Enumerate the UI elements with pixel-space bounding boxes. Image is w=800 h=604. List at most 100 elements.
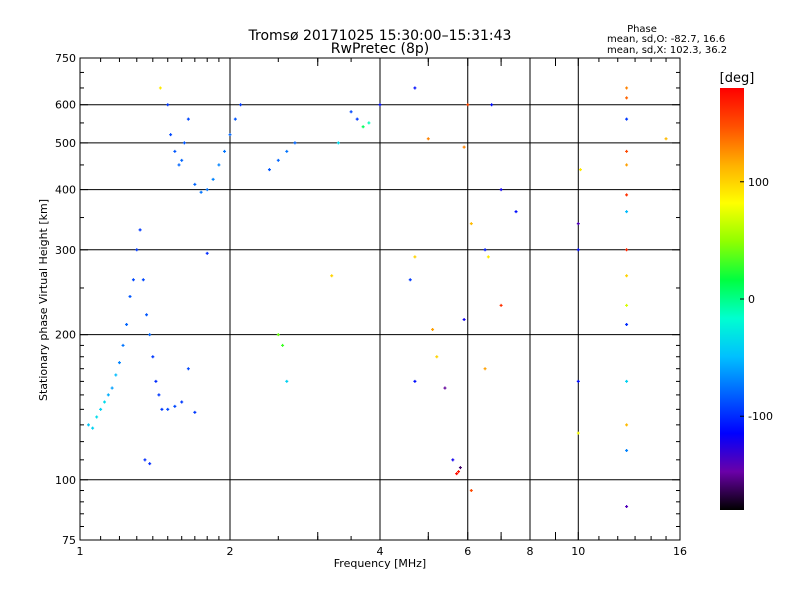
data-point <box>458 466 462 470</box>
x-tick-label: 6 <box>464 545 471 558</box>
data-point <box>182 141 186 145</box>
x-tick-label: 10 <box>571 545 585 558</box>
data-point <box>499 303 503 307</box>
data-point <box>355 117 359 121</box>
data-point <box>490 103 494 107</box>
data-point <box>121 343 125 347</box>
data-point <box>281 343 285 347</box>
data-point <box>128 295 132 299</box>
data-point <box>435 355 439 359</box>
axis-ticks <box>79 57 681 541</box>
data-point <box>625 193 629 197</box>
data-point <box>103 400 107 404</box>
data-point <box>158 86 162 90</box>
data-point <box>455 472 459 476</box>
data-point <box>145 313 149 317</box>
data-point <box>223 149 227 153</box>
data-point <box>157 393 161 397</box>
data-point <box>99 407 103 411</box>
colorbar-tick-label: 100 <box>748 176 769 189</box>
data-point <box>199 190 203 194</box>
data-point <box>211 177 215 181</box>
data-point <box>143 458 147 462</box>
y-tick-label: 100 <box>55 474 76 487</box>
data-point <box>138 228 142 232</box>
y-tick-label: 75 <box>62 534 76 547</box>
data-point <box>276 333 280 337</box>
y-tick-labels: 75 100 200 300 400 500 600 750 <box>55 52 76 547</box>
x-tick-label: 1 <box>77 545 84 558</box>
data-point <box>469 489 473 493</box>
data-point <box>664 137 668 141</box>
x-tick-label: 16 <box>673 545 687 558</box>
colorbar-label: [deg] <box>720 71 755 86</box>
data-point <box>625 163 629 167</box>
data-point <box>576 248 580 252</box>
data-point <box>469 222 473 226</box>
data-point <box>177 163 181 167</box>
data-point <box>166 407 170 411</box>
data-point <box>169 133 173 137</box>
data-point <box>154 379 158 383</box>
data-point <box>625 505 629 509</box>
y-tick-label: 400 <box>55 184 76 197</box>
data-point <box>625 274 629 278</box>
data-point <box>625 379 629 383</box>
y-tick-label: 600 <box>55 99 76 112</box>
y-tick-label: 500 <box>55 137 76 150</box>
data-point <box>95 415 99 419</box>
data-point <box>457 470 461 474</box>
data-point <box>443 386 447 390</box>
data-point <box>180 158 184 162</box>
data-point <box>361 125 365 129</box>
data-point <box>193 410 197 414</box>
data-point <box>483 367 487 371</box>
colorbar-tick-label: 0 <box>748 293 755 306</box>
data-point <box>276 158 280 162</box>
data-point <box>413 86 417 90</box>
data-point <box>625 210 629 214</box>
data-point <box>285 149 289 153</box>
data-point <box>462 145 466 149</box>
stats-line-x: mean, sd,X: 102.3, 36.2 <box>607 45 727 56</box>
data-point <box>173 149 177 153</box>
data-point <box>625 423 629 427</box>
data-point <box>151 355 155 359</box>
data-point <box>166 103 170 107</box>
data-point <box>367 121 371 125</box>
x-tick-label: 4 <box>377 545 384 558</box>
data-point <box>106 393 110 397</box>
x-tick-labels: 1 2 4 6 8 10 16 <box>77 545 688 558</box>
stats-line-o: mean, sd,O: -82.7, 16.6 <box>607 34 725 45</box>
data-point <box>233 117 237 121</box>
data-point <box>117 361 121 365</box>
data-point <box>91 426 95 430</box>
data-point <box>499 188 503 192</box>
data-point <box>625 248 629 252</box>
data-point <box>160 407 164 411</box>
data-point <box>110 386 114 390</box>
data-point <box>576 222 580 226</box>
data-point <box>148 333 152 337</box>
data-point <box>349 110 353 114</box>
data-point <box>514 210 518 214</box>
data-point <box>578 168 582 172</box>
grid-lines <box>80 58 680 540</box>
data-point <box>408 278 412 282</box>
y-axis-label: Stationary phase Virtual Height [km] <box>37 199 50 401</box>
data-point <box>483 248 487 252</box>
data-point <box>625 117 629 121</box>
data-point <box>186 367 190 371</box>
data-point <box>378 103 382 107</box>
stats-heading: Phase <box>627 24 657 35</box>
data-point <box>205 188 209 192</box>
data-point <box>193 182 197 186</box>
colorbar-tick-label: -100 <box>748 410 773 423</box>
x-tick-label: 8 <box>527 545 534 558</box>
colorbar-ticks: 100 0 -100 <box>740 176 773 423</box>
data-point <box>462 318 466 322</box>
data-point <box>285 379 289 383</box>
y-tick-label: 750 <box>55 52 76 65</box>
